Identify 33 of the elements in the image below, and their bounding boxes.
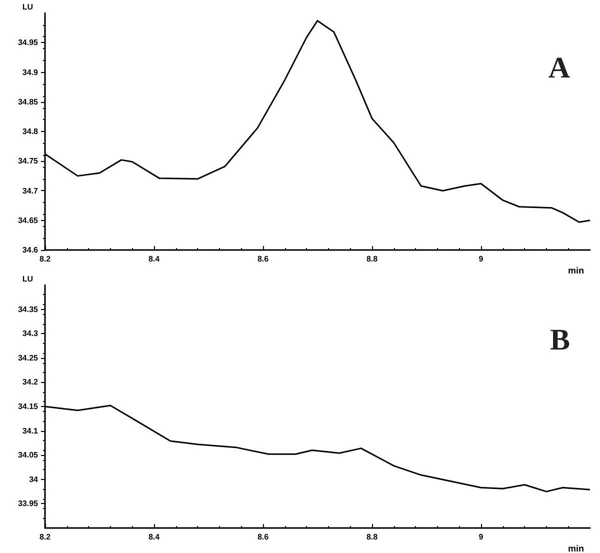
y-tick-label: 34.3 bbox=[22, 329, 39, 338]
y-tick-label: 34.95 bbox=[18, 38, 39, 48]
x-tick-label: 8.8 bbox=[366, 532, 378, 542]
y-axis-title: LU bbox=[22, 274, 34, 284]
y-tick-label: 34.6 bbox=[22, 246, 39, 254]
y-tick-label: 34.85 bbox=[18, 97, 39, 106]
y-tick-label: 33.95 bbox=[18, 499, 39, 508]
y-tick-label: 34.15 bbox=[18, 402, 39, 411]
x-tick-label: 8.4 bbox=[148, 254, 160, 264]
y-tick-label: 34.2 bbox=[22, 378, 39, 387]
y-tick-label: 34.8 bbox=[22, 127, 39, 136]
y-tick-label: 34.05 bbox=[18, 450, 39, 460]
x-tick-label: 9 bbox=[478, 254, 484, 264]
x-tick-label: 8.2 bbox=[39, 254, 52, 264]
x-tick-label: 8.8 bbox=[366, 254, 378, 264]
y-tick-label: 34.1 bbox=[22, 426, 39, 436]
x-tick-label: 8.4 bbox=[148, 532, 160, 542]
y-tick-label: 34.9 bbox=[22, 68, 39, 77]
y-tick-label: 34 bbox=[29, 474, 39, 484]
annotation: B bbox=[550, 324, 570, 356]
x-tick-label: 8.2 bbox=[39, 532, 52, 542]
y-tick-label: 34.25 bbox=[18, 353, 39, 362]
y-tick-label: 34.75 bbox=[18, 156, 39, 166]
annotation: A bbox=[548, 52, 570, 84]
x-axis-title: min bbox=[568, 544, 584, 553]
x-tick-label: 8.6 bbox=[257, 254, 270, 264]
y-axis-title: LU bbox=[22, 2, 34, 12]
x-tick-label: 9 bbox=[478, 532, 484, 542]
y-tick-label: 34.65 bbox=[18, 216, 39, 225]
x-axis-title: min bbox=[568, 266, 584, 276]
x-tick-label: 8.6 bbox=[257, 532, 270, 542]
y-tick-label: 34.7 bbox=[22, 186, 39, 196]
y-tick-label: 34.35 bbox=[18, 304, 39, 314]
